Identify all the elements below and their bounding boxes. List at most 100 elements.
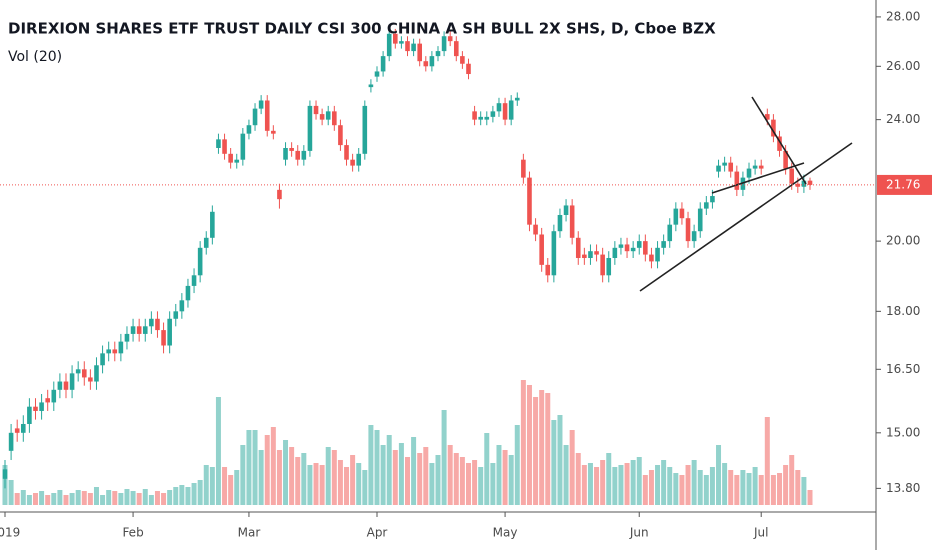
candle-body [185,285,191,301]
candle-body [588,251,593,258]
volume-bar [81,491,87,505]
volume-bar [161,493,167,505]
volume-bar [484,433,490,505]
candle-body [771,119,776,137]
candle-body [691,231,697,242]
volume-bar [270,427,276,505]
volume-bar [520,380,526,505]
volume-bar [130,491,136,505]
volume-bar [673,473,679,505]
candle-body [130,326,136,334]
candle-body [539,234,544,265]
trend-line [639,142,853,292]
candle-body [447,36,453,42]
volume-bar [789,455,795,505]
volume-bar [106,490,112,505]
volume-bar [386,435,392,505]
volume-bar [368,425,374,505]
candle-body [2,469,8,479]
x-tick-label: Mar [238,526,261,540]
candle-body [667,224,673,242]
candle-body [149,318,154,327]
candle-body [33,406,38,411]
axes: 13.80 15.00 16.50 18.00 20.00 24.00 26.00 28.00… [0,9,932,540]
volume-bar [325,447,331,505]
volume-bar [8,480,14,505]
candle-body [246,125,252,134]
volume-bar [575,453,581,505]
volume-bar [319,465,325,505]
candle-body [795,183,801,187]
candle-body [679,208,685,219]
x-tick-label: Jun [629,526,649,540]
y-tick-label: 15.00 [886,425,920,439]
volume-bar [587,463,593,505]
candle-body [393,33,398,44]
candle-body [710,196,715,203]
candle-body [423,61,429,67]
volume-bar [246,430,252,505]
candle-body [20,423,26,433]
volume-bar [472,460,478,505]
volume-bar [795,470,801,505]
candle-body [51,389,57,403]
volume-bar [606,453,612,505]
volume-bar [502,450,508,505]
candle-body [472,111,477,120]
volume-bar [783,465,789,505]
volume-bar [417,453,423,505]
volume-bar [215,397,221,505]
volume-bar [87,493,93,505]
candle-body [271,130,276,134]
candle-body [569,205,575,238]
volume-bar [661,460,667,505]
volume-bar [392,450,398,505]
candle-body [521,159,526,178]
candle-body [112,349,118,354]
candle-body [704,202,709,209]
volume-bar [465,463,471,505]
volume-bar [344,467,350,505]
candle-body [466,63,471,75]
candle-body [600,254,605,276]
last-price-box [877,174,932,195]
y-tick-label: 26.00 [886,59,920,73]
volume-bar [758,475,764,505]
candle-body [746,168,752,178]
candle-body [106,349,111,354]
candle-body [344,145,349,160]
volume-bar [258,450,264,505]
candle-body [478,116,483,120]
candle-body [216,139,221,148]
volume-bar [185,487,191,505]
volume-bar [490,463,496,505]
volume-bar [703,475,709,505]
candle-body [441,36,447,52]
volume-bar [167,490,173,505]
volume-bar [648,470,654,505]
volume-bar [545,393,551,505]
candle-body [502,103,508,120]
candle-body [655,247,660,262]
volume-bar [350,455,356,505]
candle-body [490,111,496,117]
y-tick-label: 28.00 [886,9,920,23]
candle-body [338,125,343,146]
candle-body [118,341,124,354]
chart-subtitle: Vol (20) [8,49,62,65]
volume-bar [594,467,600,505]
candle-body [14,428,20,433]
x-tick-label: 2019 [0,526,20,540]
volume-bar [709,467,715,505]
volume-bar [63,495,69,505]
x-tick-label: Feb [122,526,143,540]
volume-bar [14,493,20,505]
volume-bar [51,493,57,505]
candle-body [460,56,465,64]
candle-body [136,326,142,334]
volume-bar [740,470,746,505]
candle-body [81,369,87,378]
y-tick-label: 20.00 [886,234,920,248]
volume-bar [93,487,99,505]
volume-bar [722,463,728,505]
